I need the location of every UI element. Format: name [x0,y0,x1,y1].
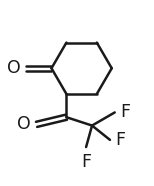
Text: O: O [17,115,31,133]
Text: F: F [115,131,125,149]
Text: O: O [7,59,21,77]
Text: F: F [120,103,130,121]
Text: F: F [81,153,91,171]
